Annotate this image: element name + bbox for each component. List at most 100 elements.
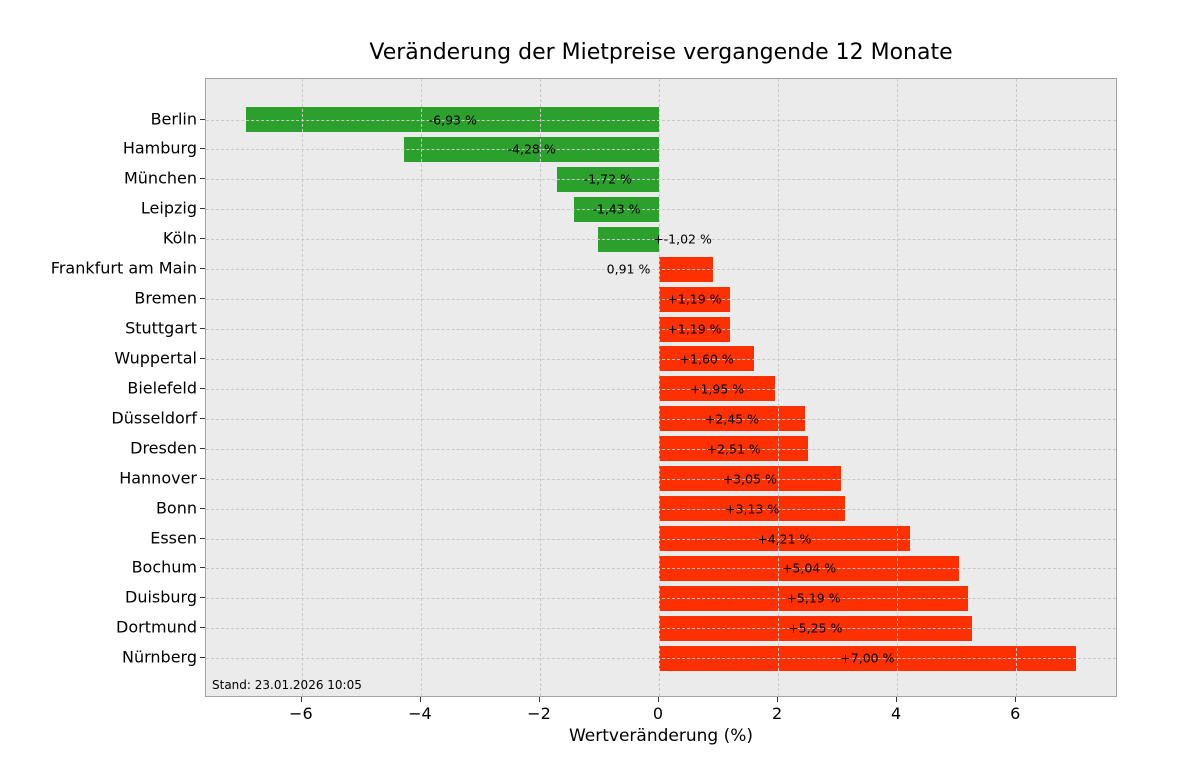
ytick-label-dresden: Dresden — [130, 438, 197, 458]
ytick-label-dortmund: Dortmund — [116, 617, 197, 637]
xtick-mark — [538, 697, 540, 702]
ytick-label-leipzig: Leipzig — [140, 198, 197, 218]
ytick-mark — [200, 357, 205, 359]
xtick-label: 6 — [1010, 704, 1021, 723]
bar-value-label-m-nchen: -1,72 % — [583, 171, 632, 187]
xtick-mark — [300, 697, 302, 702]
bar-value-label-frankfurt-am-main: 0,91 % — [606, 261, 651, 277]
ytick-mark — [200, 268, 205, 270]
bar-value-label-bonn: +3,13 % — [725, 501, 780, 517]
ytick-label-bremen: Bremen — [134, 288, 197, 308]
gridline-h — [206, 239, 1116, 241]
gridline-h — [206, 628, 1116, 630]
gridline-v — [897, 79, 899, 696]
gridline-h — [206, 299, 1116, 301]
xtick-mark — [1015, 697, 1017, 702]
bar-value-label-wuppertal: +1,60 % — [679, 351, 734, 367]
ytick-label-frankfurt-am-main: Frankfurt am Main — [50, 258, 197, 278]
bar-value-label-leipzig: -1,43 % — [592, 201, 641, 217]
ytick-mark — [200, 417, 205, 419]
gridline-h — [206, 149, 1116, 151]
ytick-label-d-sseldorf: Düsseldorf — [111, 408, 197, 428]
bar-value-label-k-ln: +-1,02 % — [653, 231, 712, 247]
gridline-v — [301, 79, 303, 696]
gridline-h — [206, 209, 1116, 211]
xtick-mark — [419, 697, 421, 702]
annotation-stand: Stand: 23.01.2026 10:05 — [212, 678, 362, 692]
bar-value-label-d-sseldorf: +2,45 % — [704, 411, 760, 427]
gridline-h — [206, 658, 1116, 660]
gridline-h — [206, 448, 1116, 450]
gridline-h — [206, 388, 1116, 390]
ytick-label-n-rnberg: Nürnberg — [122, 647, 197, 667]
ytick-label-duisburg: Duisburg — [125, 587, 197, 607]
gridline-v — [778, 79, 780, 696]
gridline-v — [1016, 79, 1018, 696]
bar-value-label-bremen: +1,19 % — [667, 291, 722, 307]
gridline-h — [206, 568, 1116, 570]
gridline-h — [206, 478, 1116, 480]
plot-area: -6,93 % -4,28 % -1,72 % -1,43 % +-1,02 % 0,91… — [205, 78, 1117, 697]
bar-labels-layer: -6,93 % -4,28 % -1,72 % -1,43 % +-1,02 % 0,91… — [206, 79, 1116, 696]
ytick-mark — [200, 298, 205, 300]
bar-value-label-hannover: +3,05 % — [722, 471, 777, 487]
ytick-label-bonn: Bonn — [155, 498, 197, 518]
xtick-mark — [658, 697, 660, 702]
ytick-mark — [200, 118, 205, 120]
ytick-label-berlin: Berlin — [150, 109, 197, 128]
ytick-mark — [200, 148, 205, 150]
ytick-mark — [200, 328, 205, 329]
ytick-mark — [200, 537, 205, 539]
xtick-label: −6 — [289, 704, 313, 723]
bar-value-label-hamburg: -4,28 % — [507, 141, 556, 157]
gridline-v — [659, 79, 661, 696]
ytick-label-hannover: Hannover — [119, 468, 197, 488]
gridline-h — [206, 598, 1116, 600]
xtick-label: −4 — [408, 704, 432, 723]
gridline-h — [206, 119, 1116, 121]
bar-value-label-dresden: +2,51 % — [706, 441, 761, 457]
xtick-label: −2 — [527, 704, 551, 723]
grid-layer — [206, 79, 1116, 696]
bar-value-label-duisburg: +5,19 % — [786, 590, 841, 606]
bar-value-label-bielefeld: +1,95 % — [689, 381, 745, 397]
bar-value-label-berlin: -6,93 % — [428, 112, 477, 127]
xtick-label: 0 — [652, 704, 664, 723]
xtick-label: 2 — [771, 704, 783, 723]
ytick-label-stuttgart: Stuttgart — [125, 318, 197, 338]
ytick-label-essen: Essen — [150, 528, 197, 548]
ytick-mark — [200, 597, 205, 599]
gridline-v — [539, 79, 541, 696]
ytick-label-m-nchen: München — [123, 168, 197, 188]
ytick-mark — [200, 387, 205, 389]
xtick-mark — [896, 697, 898, 702]
chart-title: Veränderung der Mietpreise vergangende 1… — [369, 40, 953, 65]
ytick-label-wuppertal: Wuppertal — [114, 348, 197, 368]
ytick-mark — [200, 447, 205, 449]
xtick-label: 4 — [891, 704, 902, 723]
ytick-label-hamburg: Hamburg — [122, 138, 197, 158]
ytick-mark — [200, 507, 205, 509]
ytick-mark — [200, 178, 205, 180]
bar-value-label-bochum: +5,04 % — [781, 560, 837, 576]
xtick-mark — [777, 697, 779, 702]
ytick-mark — [200, 477, 205, 479]
ytick-label-k-ln: Köln — [162, 228, 197, 248]
bar-value-label-essen: +4,21 % — [757, 531, 812, 547]
ytick-mark — [200, 238, 205, 240]
ytick-mark — [200, 627, 205, 629]
bar-value-label-stuttgart: +1,19 % — [667, 321, 722, 337]
gridline-v — [420, 79, 422, 696]
ytick-mark — [200, 208, 205, 210]
bar-value-label-dortmund: +5,25 % — [788, 620, 843, 636]
bar-value-label-n-rnberg: +7,00 % — [840, 650, 895, 666]
ytick-label-bochum: Bochum — [131, 557, 197, 577]
gridline-h — [206, 538, 1116, 540]
gridline-h — [206, 329, 1116, 330]
gridline-h — [206, 418, 1116, 420]
x-axis-label: Wertveränderung (%) — [568, 726, 754, 746]
ytick-mark — [200, 567, 205, 569]
gridline-h — [206, 179, 1116, 181]
gridline-h — [206, 269, 1116, 271]
